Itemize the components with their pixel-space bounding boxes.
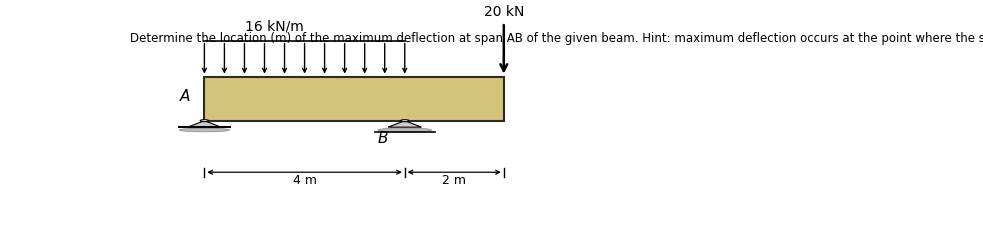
Circle shape: [400, 120, 409, 122]
Text: 16 kN/m: 16 kN/m: [245, 19, 304, 33]
Polygon shape: [188, 121, 221, 127]
Polygon shape: [388, 121, 422, 127]
Text: Determine the location (m) of the maximum deflection at span AB of the given bea: Determine the location (m) of the maximu…: [131, 32, 983, 45]
Text: 20 kN: 20 kN: [484, 5, 524, 19]
Bar: [204, 77, 503, 121]
Text: B: B: [377, 131, 388, 146]
Ellipse shape: [377, 128, 432, 132]
Text: A: A: [180, 89, 191, 104]
Ellipse shape: [179, 128, 230, 132]
Text: 2 m: 2 m: [442, 174, 466, 187]
Text: 4 m: 4 m: [293, 174, 317, 187]
Circle shape: [201, 120, 208, 122]
